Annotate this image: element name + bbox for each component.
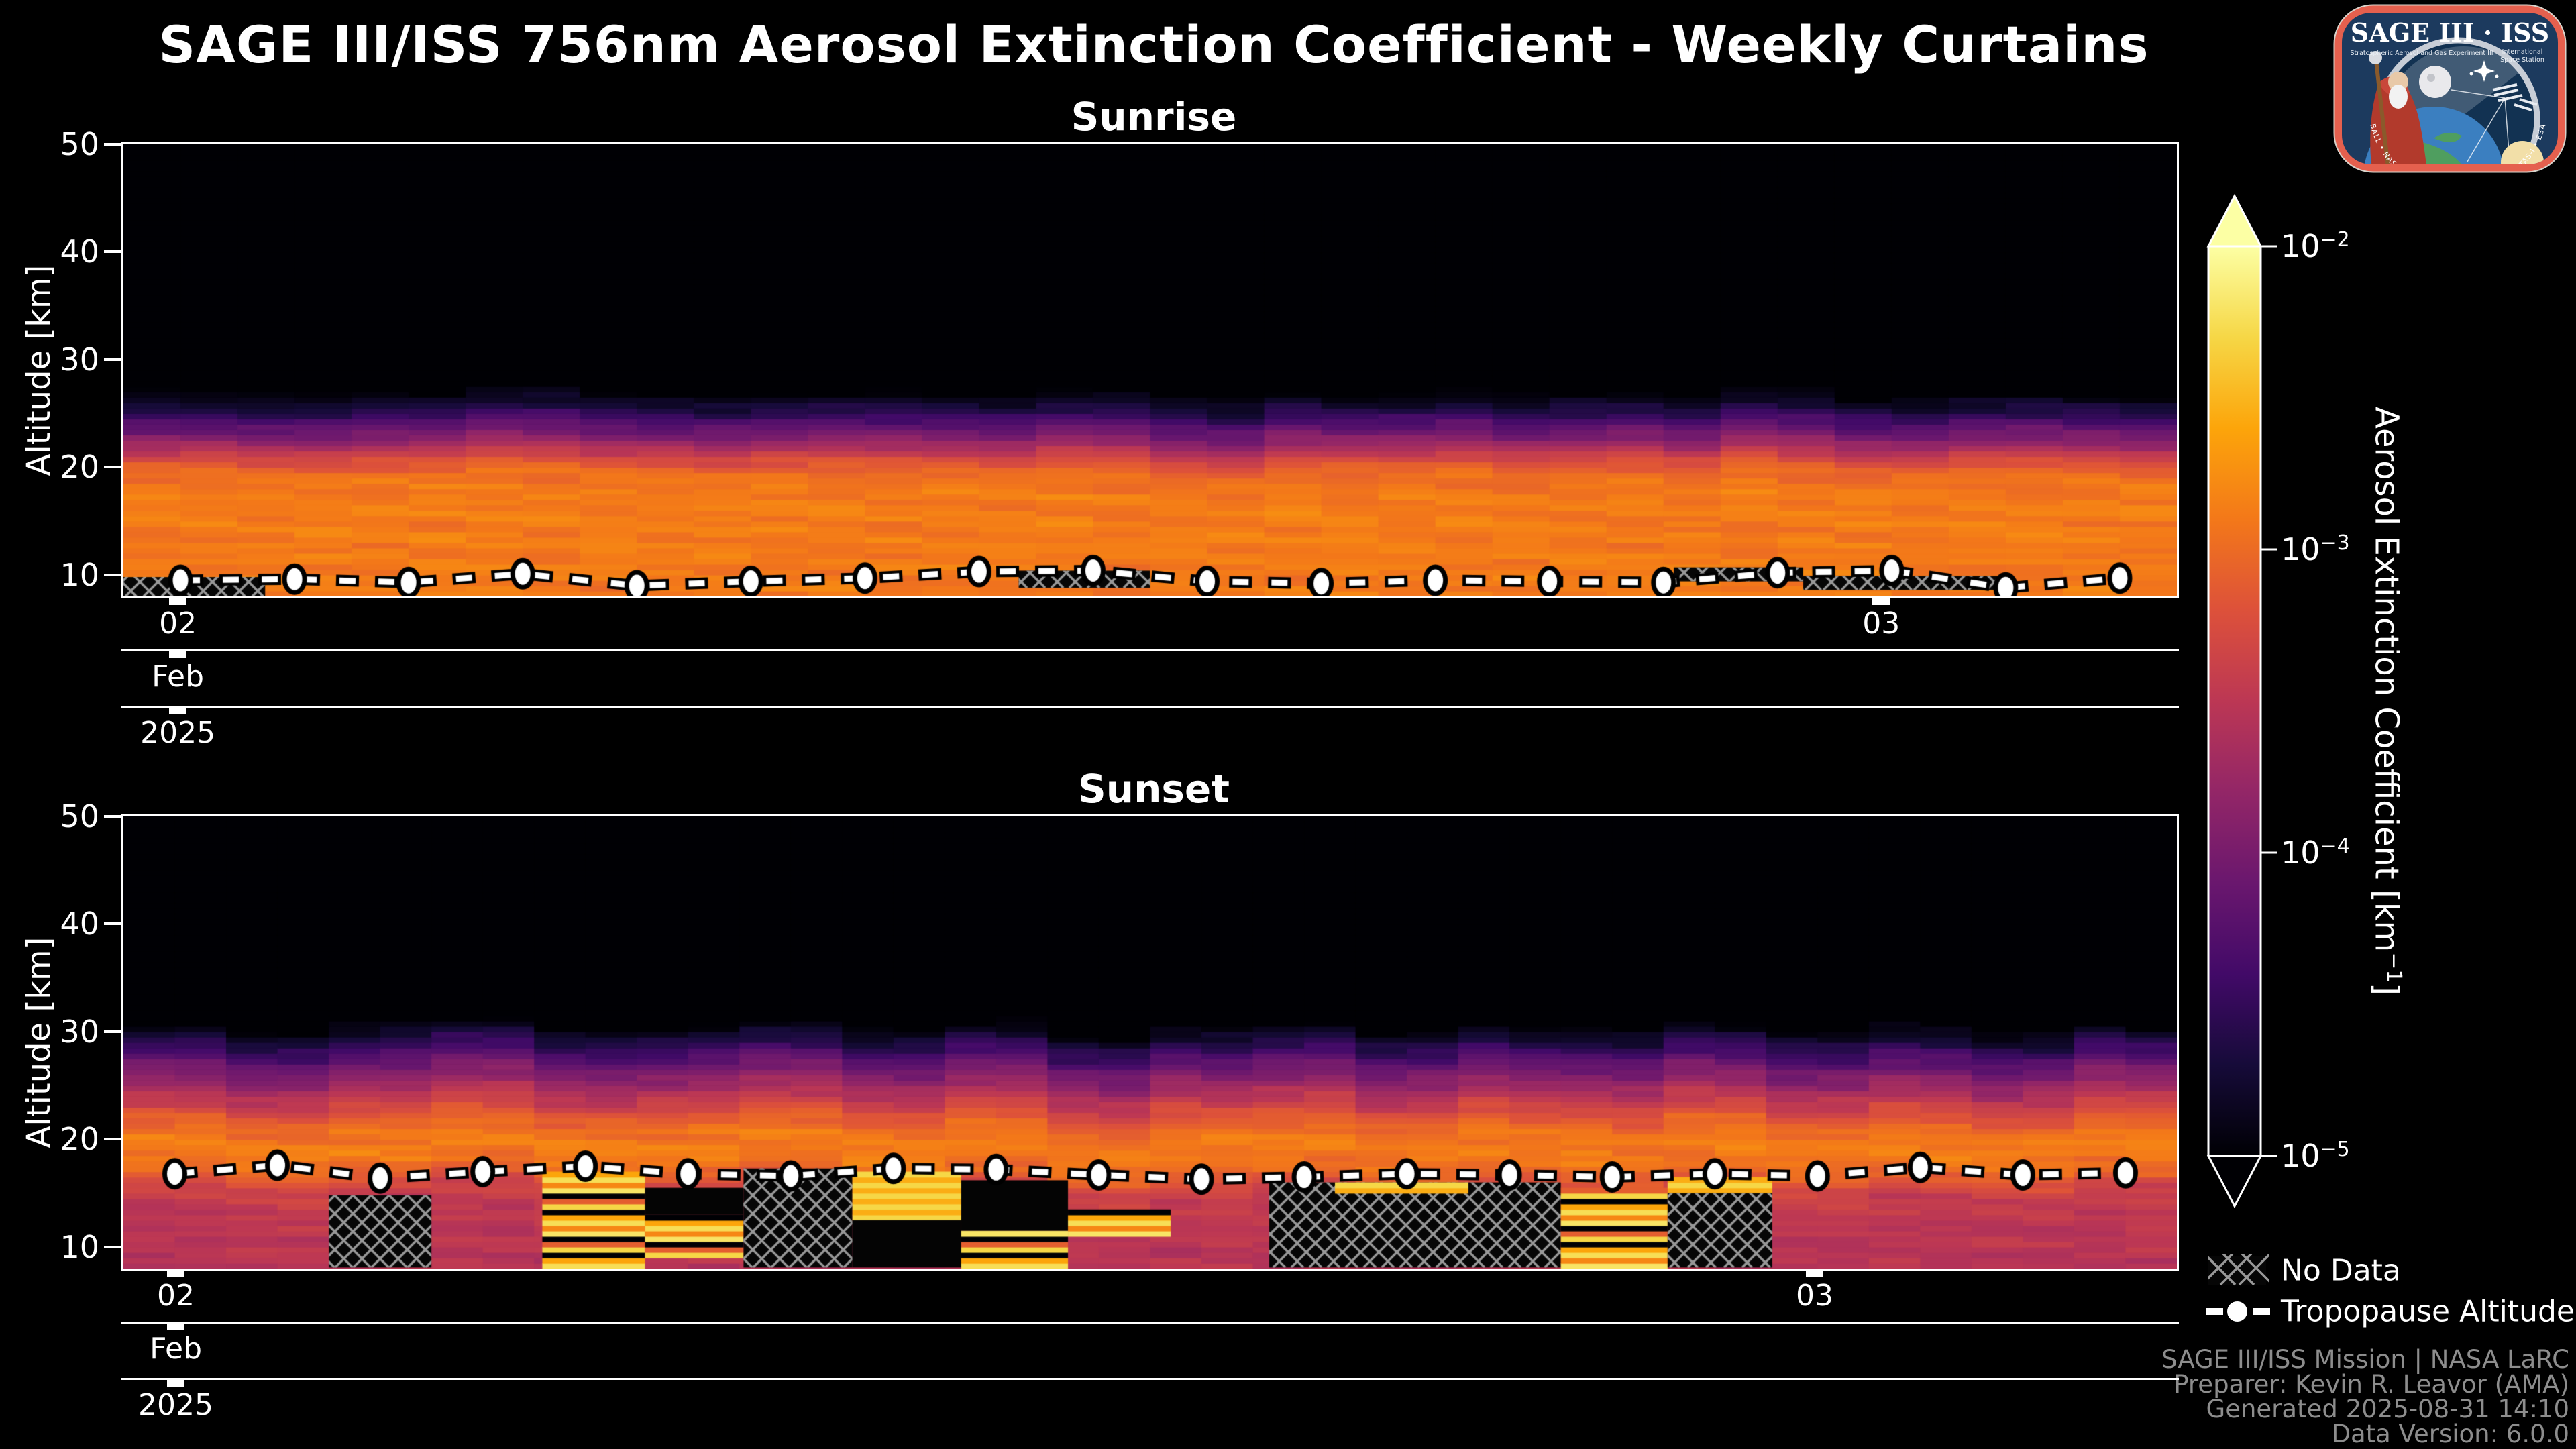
- sunset-day-tick-02: [167, 1271, 185, 1277]
- attribution-version: Data Version: 6.0.0: [2331, 1419, 2569, 1448]
- sunset-ytick-40: [104, 922, 121, 926]
- sunset-ytick-10: [104, 1245, 121, 1248]
- logo-sun: [2501, 141, 2544, 164]
- logo-title: SAGE III · ISS: [2351, 17, 2549, 48]
- sunset-date-separator-1: [121, 1322, 2179, 1324]
- attribution-generated: Generated 2025-08-31 14:10: [2206, 1395, 2569, 1424]
- logo-iss-icon: [2492, 83, 2538, 111]
- panel-title-sunrise: Sunrise: [1071, 94, 1237, 140]
- attribution-block: SAGE III/ISS Mission | NASA LaRC Prepare…: [2161, 1347, 2569, 1446]
- no-data-legend-label: No Data: [2281, 1253, 2401, 1288]
- colorbar-over-arrow: [2206, 193, 2263, 248]
- colorbar-tick-1e-4: 10−4: [2281, 834, 2350, 871]
- panel-title-sunset: Sunset: [1078, 766, 1230, 812]
- no-data-swatch-icon: [2208, 1254, 2269, 1286]
- sunset-ytick-50: [104, 815, 121, 818]
- sunrise-day-label-02: 02: [159, 606, 197, 641]
- sunrise-day-label-03: 03: [1862, 606, 1900, 641]
- attribution-preparer: Preparer: Kevin R. Leavor (AMA): [2174, 1370, 2569, 1399]
- logo-subtitle-right2: Space Station: [2500, 56, 2544, 64]
- logo-wizard: [2369, 51, 2427, 164]
- colorbar: [2206, 193, 2277, 1209]
- sunrise-curtain-heatmap: [123, 144, 2177, 596]
- page-title: SAGE III/ISS 756nm Aerosol Extinction Co…: [158, 15, 2149, 74]
- sunrise-ytick-label-20: 20: [60, 449, 99, 486]
- colorbar-axis-label: Aerosol Extinction Coefficient [km−1]: [2367, 406, 2406, 996]
- colorbar-gradient-bar: [2207, 245, 2262, 1157]
- sunrise-year-label: 2025: [140, 716, 216, 750]
- sunrise-day-tick-02: [169, 598, 187, 605]
- sunrise-ytick-label-30: 30: [60, 341, 99, 378]
- sunset-ytick-label-10: 10: [60, 1228, 99, 1265]
- sunset-ytick-20: [104, 1138, 121, 1141]
- sunrise-ytick-50: [104, 143, 121, 146]
- logo-star-icon: [2473, 60, 2495, 82]
- logo-sight-lines: [2451, 89, 2510, 162]
- sunset-month-tick: [167, 1324, 185, 1330]
- colorbar-tick-marks: [2261, 245, 2277, 1157]
- sunrise-month-tick: [169, 651, 187, 658]
- sunset-day-tick-03: [1806, 1271, 1824, 1277]
- sunset-month-label: Feb: [150, 1332, 202, 1366]
- logo-moon-crater: [2427, 74, 2435, 82]
- sunset-year-label: 2025: [138, 1388, 214, 1422]
- sunrise-date-separator-2: [121, 706, 2179, 708]
- logo-subtitle-right1: International: [2502, 48, 2543, 56]
- sunset-ytick-30: [104, 1030, 121, 1033]
- sunrise-ytick-label-50: 50: [60, 126, 99, 162]
- colorbar-tick-1e-3: 10−3: [2281, 531, 2350, 568]
- sunset-ytick-label-50: 50: [60, 798, 99, 835]
- sunrise-ytick-30: [104, 358, 121, 361]
- sunset-ytick-label-20: 20: [60, 1121, 99, 1158]
- sage-iss-mission-logo: BALL • NASA LANGLEY RESEARCH CENTER • TA…: [2333, 4, 2567, 173]
- colorbar-under-arrow: [2206, 1155, 2263, 1209]
- logo-moon: [2419, 66, 2451, 98]
- sunset-ytick-label-40: 40: [60, 906, 99, 943]
- sunrise-ytick-10: [104, 573, 121, 576]
- sunrise-month-label: Feb: [152, 659, 205, 694]
- sunrise-year-tick: [169, 708, 187, 714]
- sunrise-day-tick-03: [1872, 598, 1890, 605]
- attribution-mission: SAGE III/ISS Mission | NASA LaRC: [2161, 1345, 2569, 1374]
- sunset-curtain-heatmap: [123, 816, 2177, 1269]
- sunset-date-separator-2: [121, 1378, 2179, 1380]
- sunset-year-tick: [167, 1380, 185, 1387]
- sunset-day-label-02: 02: [157, 1279, 195, 1313]
- sunset-ytick-label-30: 30: [60, 1013, 99, 1050]
- sunrise-ytick-label-10: 10: [60, 556, 99, 593]
- colorbar-tick-1e-5: 10−5: [2281, 1137, 2350, 1175]
- sunrise-ytick-label-40: 40: [60, 233, 99, 270]
- sunset-day-label-03: 03: [1796, 1279, 1834, 1313]
- sunrise-ytick-40: [104, 250, 121, 254]
- tropopause-line-icon: [2206, 1301, 2270, 1322]
- logo-earth-land2: [2434, 132, 2462, 143]
- logo-subtitle-left: Stratospheric Aerosol and Gas Experiment…: [2350, 50, 2493, 57]
- sunrise-ytick-20: [104, 466, 121, 469]
- sunrise-date-separator-1: [121, 649, 2179, 651]
- colorbar-tick-1e-2: 10−2: [2281, 227, 2350, 265]
- tropopause-legend-label: Tropopause Altitude: [2281, 1294, 2575, 1329]
